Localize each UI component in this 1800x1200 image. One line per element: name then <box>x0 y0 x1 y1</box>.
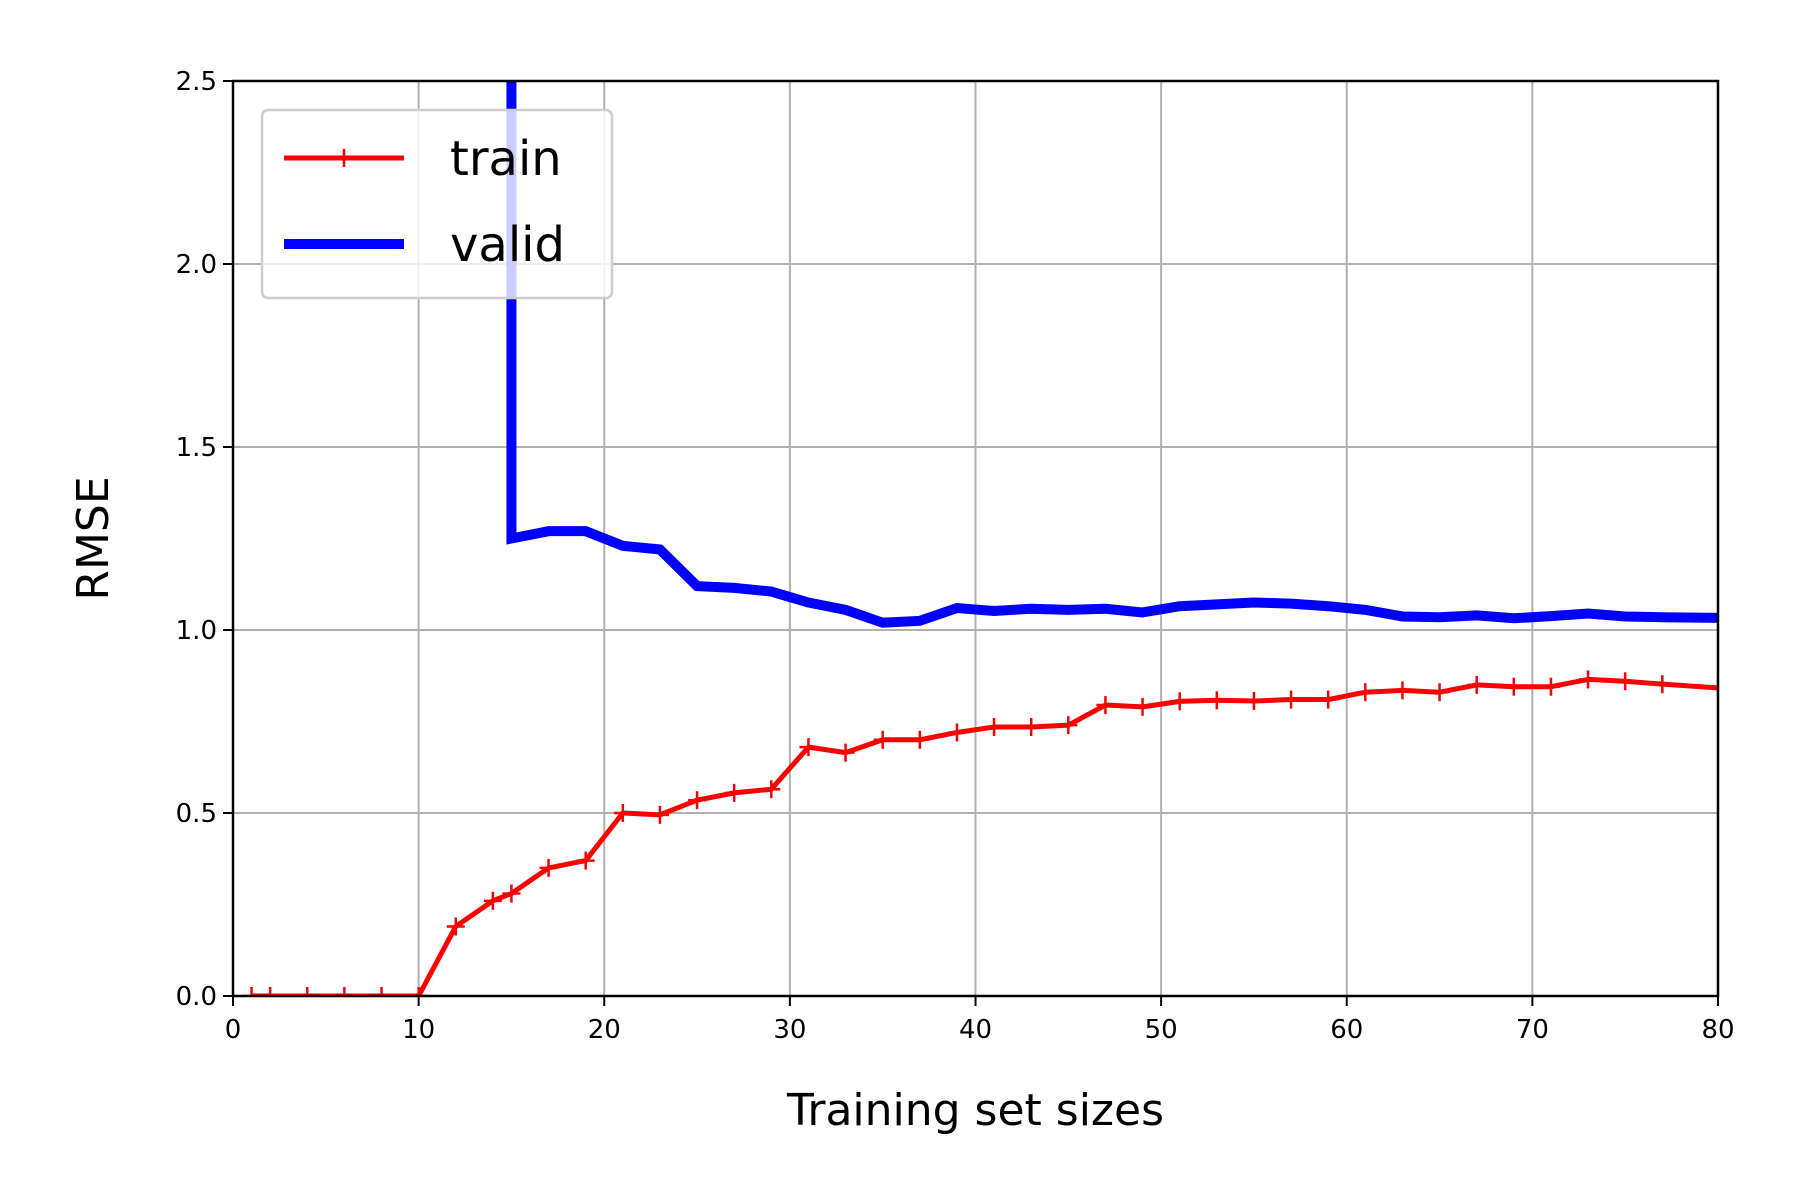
train-point-marker <box>1059 716 1078 735</box>
train-point-marker <box>1207 691 1226 710</box>
train-point-marker <box>1133 697 1152 716</box>
x-tick-label: 20 <box>588 1015 621 1045</box>
train-point-marker <box>539 858 558 877</box>
legend-train-label: train <box>450 131 562 187</box>
train-point-marker <box>446 917 465 936</box>
series-layer <box>242 81 1718 996</box>
legend: train valid <box>260 108 614 300</box>
train-point-marker <box>910 730 929 749</box>
x-tick-label: 50 <box>1145 1015 1178 1045</box>
train-point-marker <box>985 717 1004 736</box>
legend-valid-label: valid <box>450 217 565 273</box>
train-point-marker <box>762 780 781 799</box>
train-point-marker <box>613 804 632 822</box>
train-point-marker <box>1504 677 1523 696</box>
series-train-line <box>251 676 1718 996</box>
train-point-marker <box>799 738 818 757</box>
x-tick-label: 30 <box>773 1015 806 1045</box>
y-tick-label: 2.5 <box>176 67 217 97</box>
y-tick-label: 0.0 <box>176 982 217 1012</box>
train-point-marker <box>873 730 892 749</box>
train-point-marker <box>725 783 744 802</box>
train-point-marker <box>1022 717 1041 736</box>
train-point-marker <box>1430 683 1449 702</box>
x-tick-label: 40 <box>959 1015 992 1045</box>
x-tick-label: 80 <box>1701 1015 1734 1045</box>
y-tick-label: 1.5 <box>176 433 217 463</box>
train-point-marker <box>1653 675 1672 694</box>
train-point-marker <box>335 987 354 996</box>
train-point-marker <box>947 723 966 742</box>
train-point-marker <box>1356 683 1375 702</box>
x-tick-label: 60 <box>1330 1015 1363 1045</box>
y-tick-label: 2.0 <box>176 250 217 280</box>
train-point-marker <box>1709 678 1718 697</box>
y-axis-label: RMSE <box>68 476 119 600</box>
train-point-marker <box>1393 681 1412 700</box>
x-tick-label: 70 <box>1516 1015 1549 1045</box>
train-point-marker <box>298 987 317 996</box>
train-point-marker <box>1096 696 1115 715</box>
x-axis-label: Training set sizes <box>786 1085 1164 1136</box>
train-point-marker <box>1244 692 1263 711</box>
train-point-marker <box>688 791 707 810</box>
ticks: 0 10 20 30 40 50 60 70 80 0.0 0.5 1.0 1.5 2.0 2.5 <box>176 67 1735 1045</box>
train-point-marker <box>1319 690 1338 709</box>
train-point-marker <box>1170 692 1189 711</box>
train-point-marker <box>1616 672 1635 691</box>
train-point-marker <box>1541 677 1560 696</box>
train-point-marker <box>1282 690 1301 709</box>
train-point-marker <box>576 851 595 870</box>
train-point-marker <box>372 987 391 996</box>
train-point-marker <box>1467 675 1486 694</box>
train-point-marker <box>650 805 669 824</box>
y-tick-label: 1.0 <box>176 616 217 646</box>
train-point-marker <box>502 884 521 903</box>
train-point-marker <box>242 987 261 996</box>
series-valid-line <box>506 81 1718 628</box>
y-tick-label: 0.5 <box>176 799 217 829</box>
train-point-marker <box>483 891 502 910</box>
train-point-marker <box>1579 670 1598 689</box>
train-point-marker <box>409 987 428 996</box>
train-point-marker <box>836 743 855 762</box>
train-point-marker <box>261 987 280 996</box>
x-tick-label: 10 <box>402 1015 435 1045</box>
x-tick-label: 0 <box>225 1015 242 1045</box>
legend-train-marker <box>335 149 353 167</box>
